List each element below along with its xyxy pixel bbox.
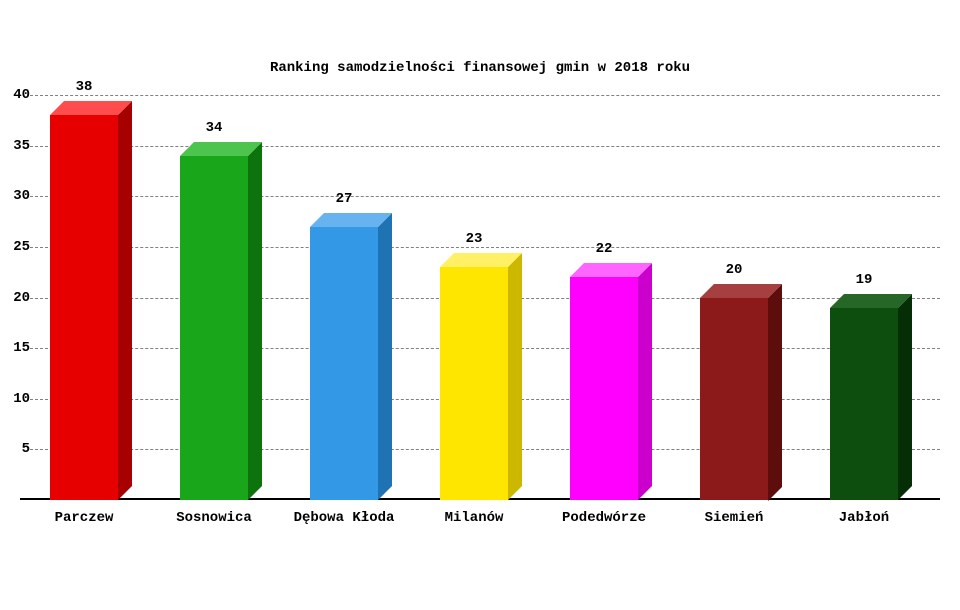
x-axis-label: Dębowa Kłoda bbox=[280, 510, 408, 526]
bar-top bbox=[310, 213, 392, 227]
bar-side bbox=[768, 284, 782, 501]
bar: 34 bbox=[180, 156, 248, 500]
bar-top bbox=[570, 263, 652, 277]
bar-side bbox=[638, 263, 652, 500]
x-axis-label: Parczew bbox=[20, 510, 148, 526]
y-tick-label: 20 bbox=[0, 290, 30, 306]
bar-value-label: 23 bbox=[440, 231, 508, 247]
bar-value-label: 34 bbox=[180, 120, 248, 136]
chart-title: Ranking samodzielności finansowej gmin w… bbox=[0, 60, 960, 76]
bar: 20 bbox=[700, 298, 768, 501]
grid-line bbox=[30, 196, 940, 198]
y-tick-label: 25 bbox=[0, 239, 30, 255]
bar: 23 bbox=[440, 267, 508, 500]
bar-value-label: 22 bbox=[570, 241, 638, 257]
y-tick-label: 40 bbox=[0, 87, 30, 103]
grid-line bbox=[30, 146, 940, 148]
bar-top bbox=[50, 101, 132, 115]
y-tick-label: 5 bbox=[0, 441, 30, 457]
bar-top bbox=[830, 294, 912, 308]
bar-value-label: 38 bbox=[50, 79, 118, 95]
bar: 19 bbox=[830, 308, 898, 500]
bar-side bbox=[898, 294, 912, 500]
bar-front bbox=[830, 308, 898, 500]
bar-front bbox=[700, 298, 768, 501]
bar-front bbox=[570, 277, 638, 500]
grid-line bbox=[30, 95, 940, 97]
chart-container: Ranking samodzielności finansowej gmin w… bbox=[0, 0, 960, 610]
y-tick-label: 35 bbox=[0, 138, 30, 154]
bar-side bbox=[118, 101, 132, 500]
bar-front bbox=[440, 267, 508, 500]
y-tick-label: 30 bbox=[0, 188, 30, 204]
grid-line bbox=[30, 247, 940, 249]
x-axis-label: Milanów bbox=[410, 510, 538, 526]
bar-side bbox=[248, 142, 262, 500]
x-axis-label: Jabłoń bbox=[800, 510, 928, 526]
bar: 27 bbox=[310, 227, 378, 500]
x-axis-label: Sosnowica bbox=[150, 510, 278, 526]
bar-top bbox=[180, 142, 262, 156]
bar: 38 bbox=[50, 115, 118, 500]
bar-side bbox=[508, 253, 522, 500]
y-tick-label: 15 bbox=[0, 340, 30, 356]
bar-value-label: 19 bbox=[830, 272, 898, 288]
x-axis-label: Siemień bbox=[670, 510, 798, 526]
bar-value-label: 20 bbox=[700, 262, 768, 278]
bar-value-label: 27 bbox=[310, 191, 378, 207]
bar-front bbox=[310, 227, 378, 500]
bar-front bbox=[50, 115, 118, 500]
y-tick-label: 10 bbox=[0, 391, 30, 407]
plot-area: 51015202530354038342723222019 bbox=[20, 95, 940, 500]
bar-top bbox=[440, 253, 522, 267]
x-axis-label: Podedwórze bbox=[540, 510, 668, 526]
bar: 22 bbox=[570, 277, 638, 500]
bar-side bbox=[378, 213, 392, 500]
bar-top bbox=[700, 284, 782, 298]
bar-front bbox=[180, 156, 248, 500]
